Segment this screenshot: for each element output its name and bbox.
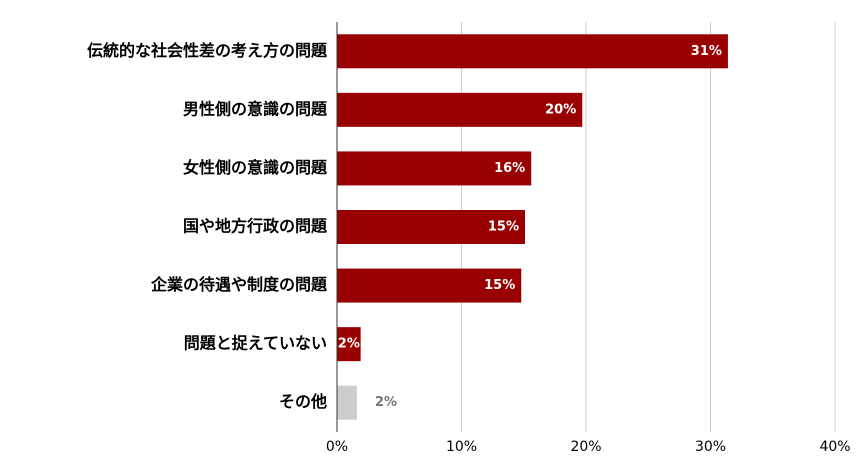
y-tick-label: 企業の待遇や制度の問題 [150,275,328,294]
x-tick-label: 0% [326,439,348,455]
x-tick-label: 20% [570,439,601,455]
value-label: 2% [338,337,360,352]
y-tick-label: 伝統的な社会性差の考え方の問題 [87,41,328,60]
bar [337,385,357,420]
value-label: 20% [545,102,576,117]
bar [337,210,525,244]
value-label: 2% [375,395,397,410]
y-tick-label: 男性側の意識の問題 [183,99,328,118]
value-label: 15% [484,278,515,293]
value-label: 16% [494,161,525,176]
value-label: 15% [488,220,519,235]
value-label: 31% [691,44,722,59]
bar [337,151,532,186]
bar [337,327,361,362]
y-tick-label: 国や地方行政の問題 [183,217,328,236]
bar [337,92,583,127]
bar [337,34,728,69]
x-tick-label: 10% [446,439,477,455]
x-tick-label: 30% [695,439,726,455]
y-tick-label: その他 [279,392,327,411]
y-tick-label: 女性側の意識の問題 [183,158,328,177]
x-tick-label: 40% [819,439,850,455]
bar [337,268,522,303]
y-tick-label: 問題と捉えていない [184,334,327,353]
